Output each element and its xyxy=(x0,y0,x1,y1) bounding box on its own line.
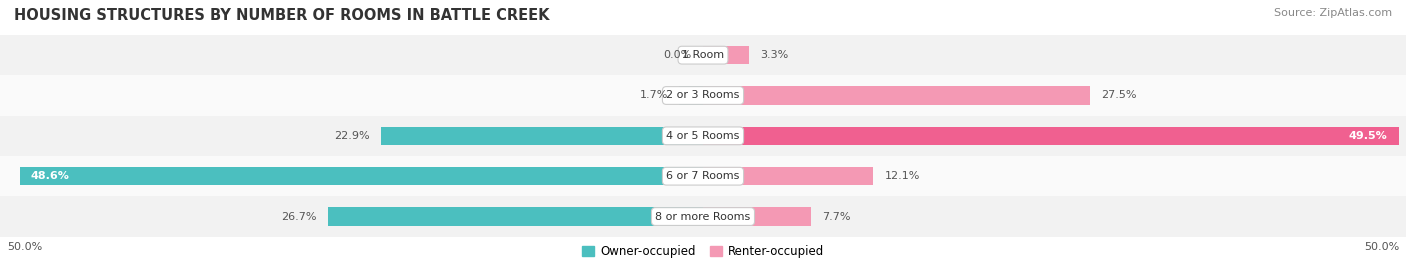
Bar xyxy=(703,207,811,226)
Bar xyxy=(0,116,1406,156)
Bar xyxy=(20,167,703,185)
Text: Source: ZipAtlas.com: Source: ZipAtlas.com xyxy=(1274,8,1392,18)
Bar xyxy=(703,127,1399,145)
Bar xyxy=(0,35,1406,75)
Text: HOUSING STRUCTURES BY NUMBER OF ROOMS IN BATTLE CREEK: HOUSING STRUCTURES BY NUMBER OF ROOMS IN… xyxy=(14,8,550,23)
Legend: Owner-occupied, Renter-occupied: Owner-occupied, Renter-occupied xyxy=(578,241,828,263)
Text: 49.5%: 49.5% xyxy=(1348,131,1388,141)
Bar xyxy=(679,86,703,105)
Text: 8 or more Rooms: 8 or more Rooms xyxy=(655,211,751,222)
Bar xyxy=(328,207,703,226)
Bar xyxy=(0,156,1406,196)
Bar xyxy=(703,167,873,185)
Text: 4 or 5 Rooms: 4 or 5 Rooms xyxy=(666,131,740,141)
Bar xyxy=(0,75,1406,116)
Text: 26.7%: 26.7% xyxy=(281,211,316,222)
Bar xyxy=(0,196,1406,237)
Text: 12.1%: 12.1% xyxy=(884,171,920,181)
Text: 27.5%: 27.5% xyxy=(1101,90,1136,101)
Text: 7.7%: 7.7% xyxy=(823,211,851,222)
Text: 22.9%: 22.9% xyxy=(335,131,370,141)
Text: 3.3%: 3.3% xyxy=(761,50,789,60)
Text: 1 Room: 1 Room xyxy=(682,50,724,60)
Bar xyxy=(381,127,703,145)
Text: 6 or 7 Rooms: 6 or 7 Rooms xyxy=(666,171,740,181)
Text: 1.7%: 1.7% xyxy=(640,90,668,101)
Bar xyxy=(703,86,1090,105)
Bar xyxy=(703,46,749,64)
Text: 0.0%: 0.0% xyxy=(664,50,692,60)
Text: 50.0%: 50.0% xyxy=(7,242,42,252)
Text: 2 or 3 Rooms: 2 or 3 Rooms xyxy=(666,90,740,101)
Text: 50.0%: 50.0% xyxy=(1364,242,1399,252)
Text: 48.6%: 48.6% xyxy=(31,171,70,181)
